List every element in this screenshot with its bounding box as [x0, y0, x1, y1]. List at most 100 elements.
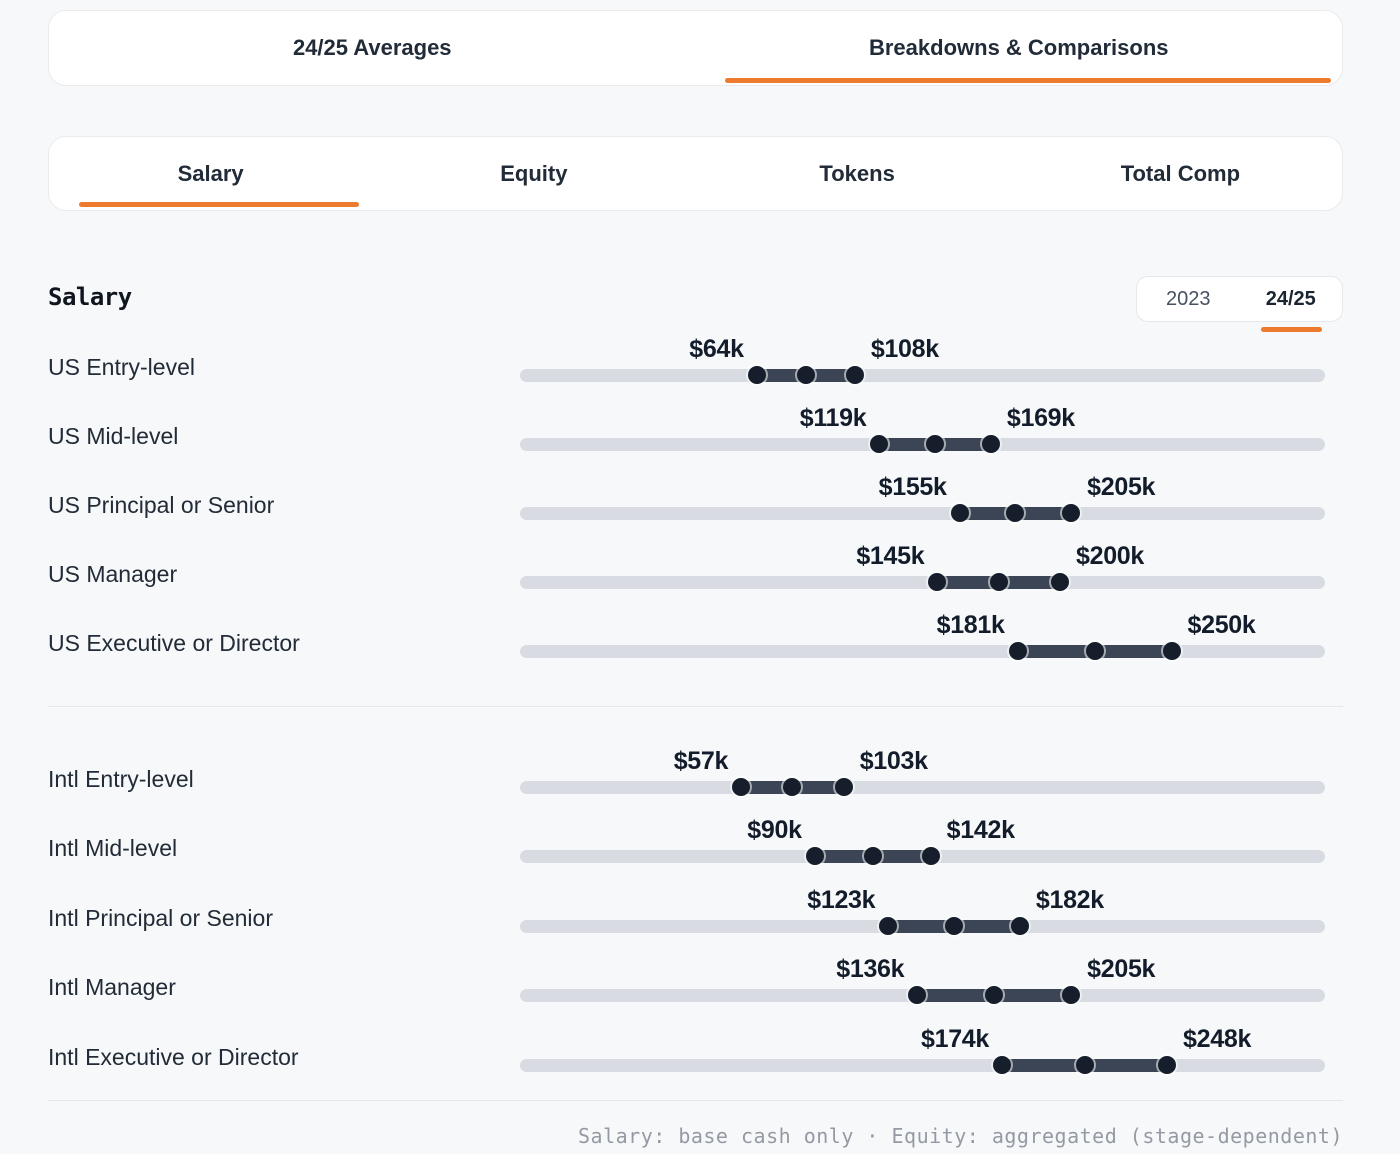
range-row: Intl Principal or Senior $123k $182k	[48, 884, 1343, 953]
range-bar: $64k $108k	[520, 333, 1325, 402]
tab-total-comp[interactable]: Total Comp	[1019, 137, 1342, 210]
range-bar: $174k $248k	[520, 1023, 1325, 1092]
range-track	[520, 368, 1325, 382]
year-toggle: 2023 24/25	[1136, 276, 1343, 322]
tab-24-25-averages[interactable]: 24/25 Averages	[49, 11, 696, 85]
min-marker	[870, 435, 889, 453]
mid-marker	[985, 986, 1004, 1004]
max-marker	[981, 435, 1000, 453]
max-marker	[921, 847, 940, 865]
row-label: Intl Manager	[48, 973, 176, 1000]
range-track	[520, 575, 1325, 589]
tab-label: Breakdowns & Comparisons	[868, 35, 1169, 60]
mid-marker	[989, 573, 1008, 591]
tab-label: Salary	[177, 160, 244, 186]
row-label: US Mid-level	[48, 422, 179, 449]
max-value-label: $103k	[859, 746, 928, 775]
view-tabs: 24/25 Averages Breakdowns & Comparisons	[48, 10, 1343, 86]
max-marker	[1062, 986, 1081, 1004]
tab-label: Tokens	[819, 160, 895, 186]
tab-equity[interactable]: Equity	[372, 137, 695, 210]
mid-marker	[796, 366, 815, 384]
mid-marker	[1006, 504, 1025, 522]
section-divider	[48, 706, 1343, 707]
range-row: US Principal or Senior $155k $205k	[48, 471, 1343, 540]
row-label: US Executive or Director	[48, 629, 300, 656]
range-row: Intl Executive or Director $174k $248k	[48, 1023, 1343, 1092]
range-bar: $123k $182k	[520, 884, 1325, 953]
min-marker	[747, 366, 766, 384]
min-value-label: $136k	[836, 954, 905, 983]
min-marker	[1008, 642, 1027, 660]
range-track	[520, 1058, 1325, 1072]
range-bar: $181k $250k	[520, 609, 1325, 678]
range-bar: $57k $103k	[520, 745, 1325, 814]
min-value-label: $119k	[799, 403, 867, 432]
row-label: US Manager	[48, 560, 178, 587]
row-label: Intl Principal or Senior	[48, 904, 273, 931]
metric-tabs: Salary Equity Tokens Total Comp	[48, 136, 1343, 211]
min-marker	[805, 847, 824, 865]
active-tab-indicator	[725, 78, 1331, 83]
range-bar: $119k $169k	[520, 402, 1325, 471]
min-marker	[993, 1056, 1012, 1074]
max-marker	[1050, 573, 1069, 591]
tab-salary[interactable]: Salary	[49, 137, 372, 210]
range-row: US Entry-level $64k $108k	[48, 333, 1343, 402]
min-value-label: $145k	[856, 541, 925, 570]
row-label: Intl Entry-level	[48, 765, 194, 792]
mid-marker	[783, 778, 802, 796]
footer-divider	[48, 1100, 1343, 1101]
min-marker	[928, 573, 947, 591]
row-label: Intl Executive or Director	[48, 1043, 299, 1070]
min-marker	[908, 986, 927, 1004]
min-value-label: $174k	[920, 1024, 990, 1053]
min-marker	[950, 504, 969, 522]
range-bar: $136k $205k	[520, 953, 1325, 1022]
year-option-24-25[interactable]: 24/25	[1265, 287, 1316, 310]
min-value-label: $181k	[936, 610, 1005, 639]
row-label: Intl Mid-level	[48, 834, 178, 861]
min-marker	[732, 778, 751, 796]
range-row: Intl Manager $136k $205k	[48, 953, 1343, 1022]
range-row: US Manager $145k $200k	[48, 540, 1343, 609]
range-bar: $155k $205k	[520, 471, 1325, 540]
range-row: US Mid-level $119k $169k	[48, 402, 1343, 471]
max-value-label: $108k	[870, 334, 939, 363]
range-bar: $90k $142k	[520, 814, 1325, 883]
tab-label: Total Comp	[1120, 160, 1241, 186]
max-value-label: $200k	[1075, 541, 1145, 570]
mid-marker	[863, 847, 882, 865]
tab-label: Equity	[500, 160, 568, 186]
range-track	[520, 644, 1325, 658]
min-marker	[879, 917, 898, 935]
active-year-indicator	[1261, 327, 1322, 332]
year-option-2023[interactable]: 2023	[1166, 287, 1211, 310]
max-value-label: $250k	[1187, 610, 1256, 639]
row-label: US Principal or Senior	[48, 491, 275, 518]
min-value-label: $64k	[689, 334, 744, 363]
max-marker	[845, 366, 864, 384]
max-marker	[1162, 642, 1181, 660]
range-row: Intl Mid-level $90k $142k	[48, 814, 1343, 883]
tab-tokens[interactable]: Tokens	[696, 137, 1019, 210]
max-marker	[834, 778, 853, 796]
range-track	[520, 780, 1325, 794]
max-value-label: $205k	[1087, 954, 1156, 983]
max-marker	[1158, 1056, 1177, 1074]
range-row: Intl Entry-level $57k $103k	[48, 745, 1343, 814]
range-row: US Executive or Director $181k $250k	[48, 609, 1343, 678]
max-marker	[1010, 917, 1029, 935]
mid-marker	[1085, 642, 1104, 660]
tab-breakdowns-comparisons[interactable]: Breakdowns & Comparisons	[696, 11, 1343, 85]
min-value-label: $57k	[673, 746, 729, 775]
tab-label: 24/25 Averages	[292, 35, 452, 60]
max-value-label: $205k	[1087, 472, 1156, 501]
footnote: Salary: base cash only · Equity: aggrega…	[577, 1124, 1343, 1148]
min-value-label: $90k	[747, 815, 802, 844]
max-value-label: $182k	[1035, 885, 1104, 914]
max-value-label: $142k	[946, 815, 1015, 844]
active-metric-indicator	[79, 202, 359, 207]
mid-marker	[945, 917, 964, 935]
